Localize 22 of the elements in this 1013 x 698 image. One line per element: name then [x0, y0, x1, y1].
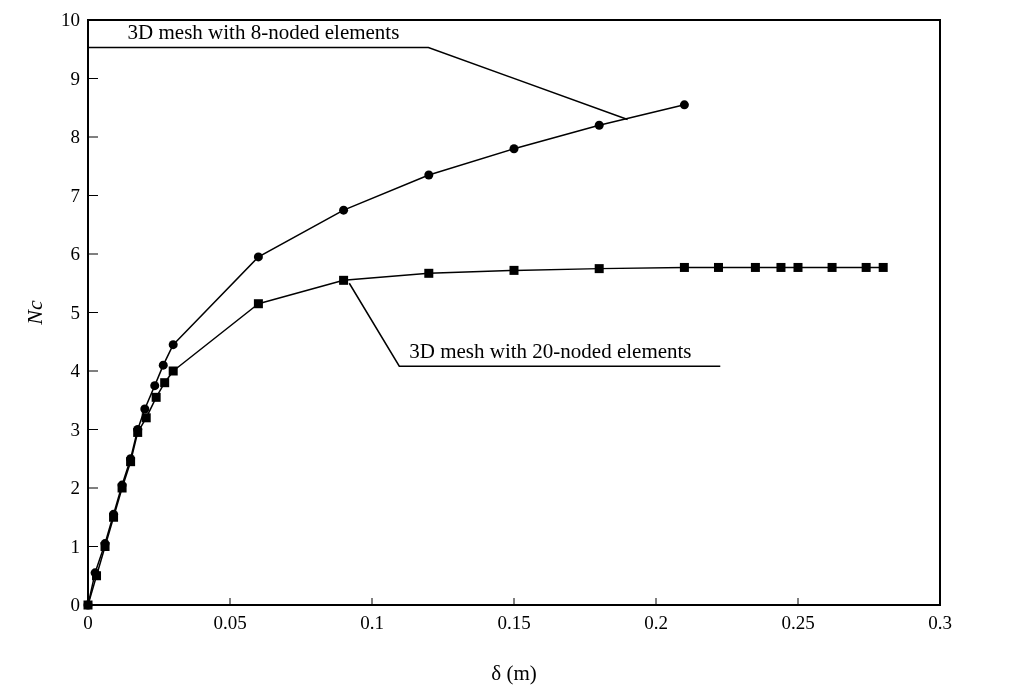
y-tick-label: 9	[70, 67, 80, 89]
y-tick-label: 7	[70, 184, 80, 206]
x-tick-label: 0	[83, 612, 93, 633]
x-tick-label: 0.1	[360, 612, 384, 633]
y-tick-label: 10	[61, 9, 80, 30]
x-tick-label: 0.05	[213, 612, 247, 633]
y-tick-label: 8	[70, 126, 80, 147]
x-tick-label: 0.3	[928, 612, 952, 633]
y-tick-label: 5	[70, 301, 80, 323]
y-tick-label: 4	[70, 360, 81, 381]
y-tick-label: 6	[70, 243, 80, 264]
y-tick-label: 3	[70, 418, 80, 440]
x-tick-label: 0.25	[781, 612, 815, 633]
annotation: 3D mesh with 20-noded elements	[409, 339, 692, 364]
y-axis-title: Nc	[22, 300, 47, 326]
y-tick-label: 1	[70, 535, 80, 557]
x-tick-label: 0.15	[497, 612, 531, 633]
annotation: 3D mesh with 8-noded elements	[127, 20, 400, 45]
y-tick-label: 2	[70, 477, 80, 498]
x-tick-label: 0.2	[644, 612, 668, 633]
y-tick-label: 0	[70, 594, 80, 615]
x-axis-title: δ (m)	[491, 661, 537, 685]
